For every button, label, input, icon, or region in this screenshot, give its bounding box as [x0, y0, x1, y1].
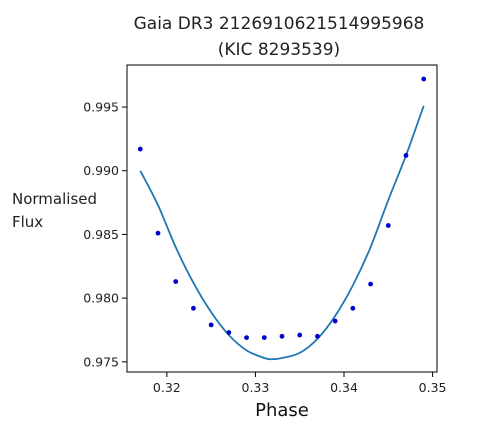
- data-point: [155, 230, 161, 236]
- x-tick-label: 0.33: [242, 380, 270, 395]
- data-point: [421, 76, 427, 82]
- data-point: [137, 146, 143, 152]
- data-point: [350, 305, 356, 311]
- y-tick-label: 0.975: [83, 354, 119, 369]
- data-point: [244, 335, 249, 341]
- x-tick-label: 0.34: [330, 380, 358, 395]
- plot-area: [137, 76, 427, 361]
- plot-frame: [126, 64, 438, 373]
- fit-curve: [139, 105, 425, 361]
- chart-title-line1: Gaia DR3 2126910621514995968: [134, 14, 425, 34]
- data-point: [297, 332, 303, 338]
- data-point: [208, 322, 214, 328]
- data-point: [368, 281, 373, 287]
- chart-title-line2: (KIC 8293539): [218, 40, 340, 60]
- data-point: [315, 333, 320, 339]
- y-tick-label: 0.985: [83, 227, 119, 242]
- x-tick-label: 0.35: [419, 380, 447, 395]
- y-axis-label-line1: Normalised: [12, 190, 97, 208]
- data-point: [191, 305, 196, 311]
- y-tick-label: 0.990: [83, 163, 119, 178]
- data-point: [261, 335, 267, 341]
- data-point: [332, 318, 338, 324]
- data-point: [226, 330, 232, 335]
- data-point: [385, 223, 391, 228]
- y-tick-label: 0.995: [83, 100, 119, 115]
- y-axis-label-line2: Flux: [12, 213, 43, 231]
- data-point: [403, 153, 409, 158]
- data-point: [173, 279, 179, 284]
- x-axis-label: Phase: [255, 400, 309, 421]
- data-point: [279, 333, 285, 339]
- y-tick-label: 0.980: [83, 291, 119, 306]
- x-tick-label: 0.32: [153, 380, 181, 395]
